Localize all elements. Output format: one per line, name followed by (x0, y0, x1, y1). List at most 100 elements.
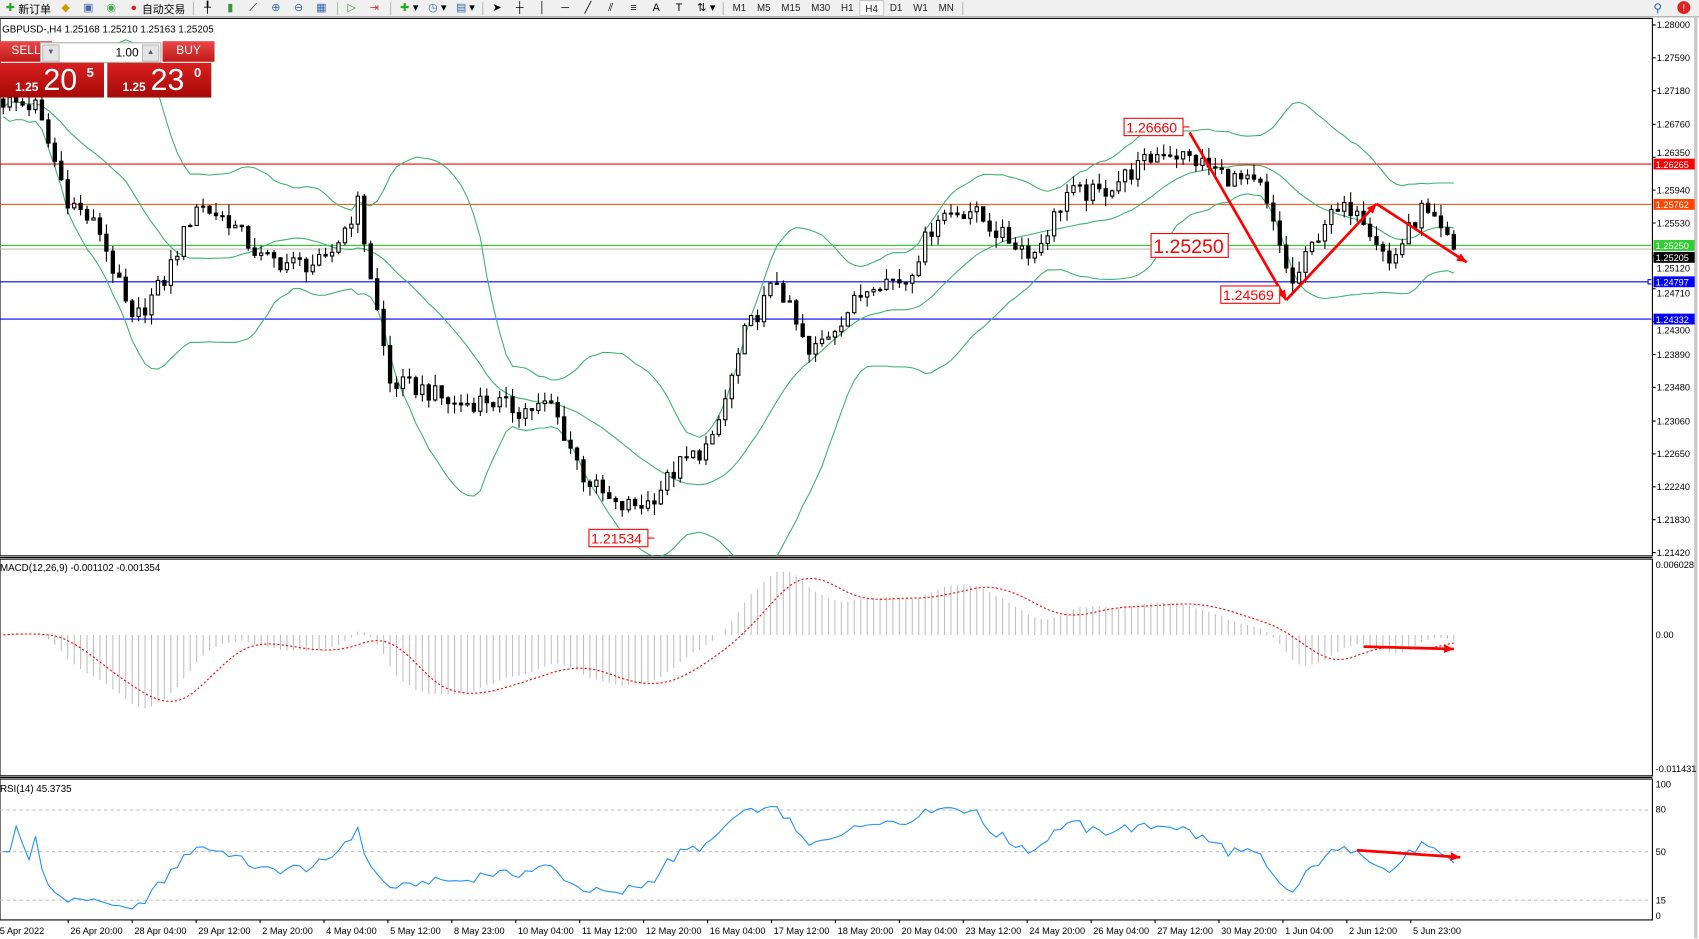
zoom-out-button[interactable]: ⊖ (288, 1, 311, 15)
candle (832, 329, 838, 345)
bullish-candle-body (420, 384, 425, 396)
zoom-in-button[interactable]: ⊕ (265, 1, 288, 15)
timeframe-h4[interactable]: H4 (858, 0, 885, 17)
buy-price-button[interactable]: 1.25 23 0 (107, 62, 212, 98)
equidistant-channel-button[interactable]: ⫽ (600, 1, 623, 15)
bearish-candle-body (252, 247, 257, 256)
candle (130, 298, 135, 323)
bar-chart-button[interactable]: ╀ (197, 1, 220, 15)
candle (987, 212, 992, 237)
bearish-candle-body (1438, 215, 1444, 229)
search-icon[interactable]: ⚲ (1653, 1, 1663, 15)
trend-arrow (1285, 202, 1378, 301)
new-order-button[interactable]: ✚ 新订单 (0, 1, 55, 16)
crosshair-button[interactable]: ┼ (509, 1, 532, 15)
price-tick-label: 1.27180 (1657, 86, 1690, 96)
candle (774, 271, 780, 285)
auto-scroll-button[interactable]: ▷ (341, 1, 364, 15)
volume-input[interactable] (60, 44, 141, 62)
notification-icon[interactable]: ! (1677, 1, 1691, 15)
time-tick-label: 1 Jun 04:00 (1285, 926, 1333, 936)
sell-button[interactable]: SELL (0, 41, 53, 62)
price-label-box (1150, 232, 1229, 258)
templates-button[interactable]: ▤ ▾ (455, 2, 475, 15)
trendline-button[interactable]: ╱ (578, 1, 601, 15)
auto-trading-button[interactable]: ● 自动交易 (124, 1, 190, 17)
line-chart-icon: ⟋ (249, 2, 257, 15)
chart-shift-button[interactable]: ⇥ (364, 1, 387, 15)
bullish-candle-body (349, 223, 354, 229)
text-label-button[interactable]: T (669, 1, 692, 15)
crosshair-icon: ┼ (515, 2, 524, 15)
bullish-candle-body (1309, 241, 1315, 253)
timeframe-mn[interactable]: MN (938, 1, 954, 13)
indicators-button[interactable]: ✚ ▾ (400, 2, 419, 15)
bearish-candle-body (632, 498, 638, 507)
timeframe-m5[interactable]: M5 (757, 1, 771, 13)
text-button[interactable]: A (646, 1, 669, 15)
volume-decrease-button[interactable]: ▼ (42, 44, 60, 62)
candle (581, 455, 586, 492)
candle (658, 480, 664, 506)
bullish-candle-body (284, 262, 290, 271)
buy-button[interactable]: BUY (162, 41, 215, 62)
signal-button[interactable]: ◉ (101, 1, 124, 15)
timeframe-m30[interactable]: M30 (811, 1, 831, 13)
candle (355, 191, 361, 234)
candle (291, 251, 296, 270)
timeframe-m15[interactable]: M15 (781, 1, 801, 13)
timeframe-w1[interactable]: W1 (913, 1, 928, 13)
bullish-candle-body (974, 206, 979, 213)
bearish-candle-body (59, 160, 64, 181)
cursor-button[interactable]: ➤ (487, 1, 510, 15)
level-price-badge-text: 1.25762 (1656, 200, 1689, 210)
bearish-candle-body (104, 233, 109, 252)
tile-windows-button[interactable]: ▦ (311, 1, 334, 15)
candle (1084, 178, 1089, 212)
market-watch-button[interactable]: ◆ (55, 1, 78, 15)
periods-button[interactable]: ◷ ▾ (428, 2, 447, 15)
bullish-candle-body (181, 226, 186, 257)
candle (781, 280, 786, 303)
price-tick-label: 1.22240 (1657, 482, 1690, 492)
candle (1290, 257, 1295, 294)
line-chart-button[interactable]: ⟋ (243, 1, 266, 15)
volume-increase-button[interactable]: ▲ (141, 44, 160, 62)
candle (149, 288, 154, 325)
timeframe-h1[interactable]: H1 (841, 1, 854, 13)
candle (220, 211, 225, 222)
arrows-button[interactable]: ⇅ ▾ (697, 2, 716, 15)
candle (684, 446, 689, 461)
timeframe-d1[interactable]: D1 (889, 1, 903, 13)
candle (961, 211, 967, 219)
horizontal-line-button[interactable]: ─ (555, 1, 578, 15)
toolbar-divider (336, 1, 339, 15)
bullish-candle-body (316, 253, 322, 266)
auto-trading-label: 自动交易 (141, 4, 186, 17)
candle (1303, 246, 1308, 283)
candle (678, 455, 683, 483)
vertical-line-button[interactable]: │ (532, 1, 555, 15)
candle (916, 255, 921, 278)
sell-price-button[interactable]: 1.25 20 5 (0, 62, 105, 98)
timeframe-m1[interactable]: M1 (732, 1, 747, 13)
candle (600, 474, 606, 502)
bullish-candle-body (826, 336, 831, 340)
candle (1329, 205, 1334, 234)
bullish-candle-body (1058, 210, 1063, 213)
bullish-candle-body (910, 274, 915, 284)
candle (381, 300, 386, 356)
candle (181, 226, 186, 261)
candle (1354, 206, 1360, 222)
fibonacci-button[interactable]: ≡ (623, 1, 646, 15)
bullish-candle-body (819, 338, 825, 345)
navigator-button[interactable]: ▣ (78, 1, 101, 15)
bullish-candle-body (503, 396, 509, 399)
candle (923, 226, 928, 266)
candle (97, 212, 103, 242)
candlestick-button[interactable]: ▮ (220, 1, 243, 15)
bearish-candle-body (458, 402, 464, 406)
candle (761, 286, 767, 328)
candle (968, 202, 973, 225)
